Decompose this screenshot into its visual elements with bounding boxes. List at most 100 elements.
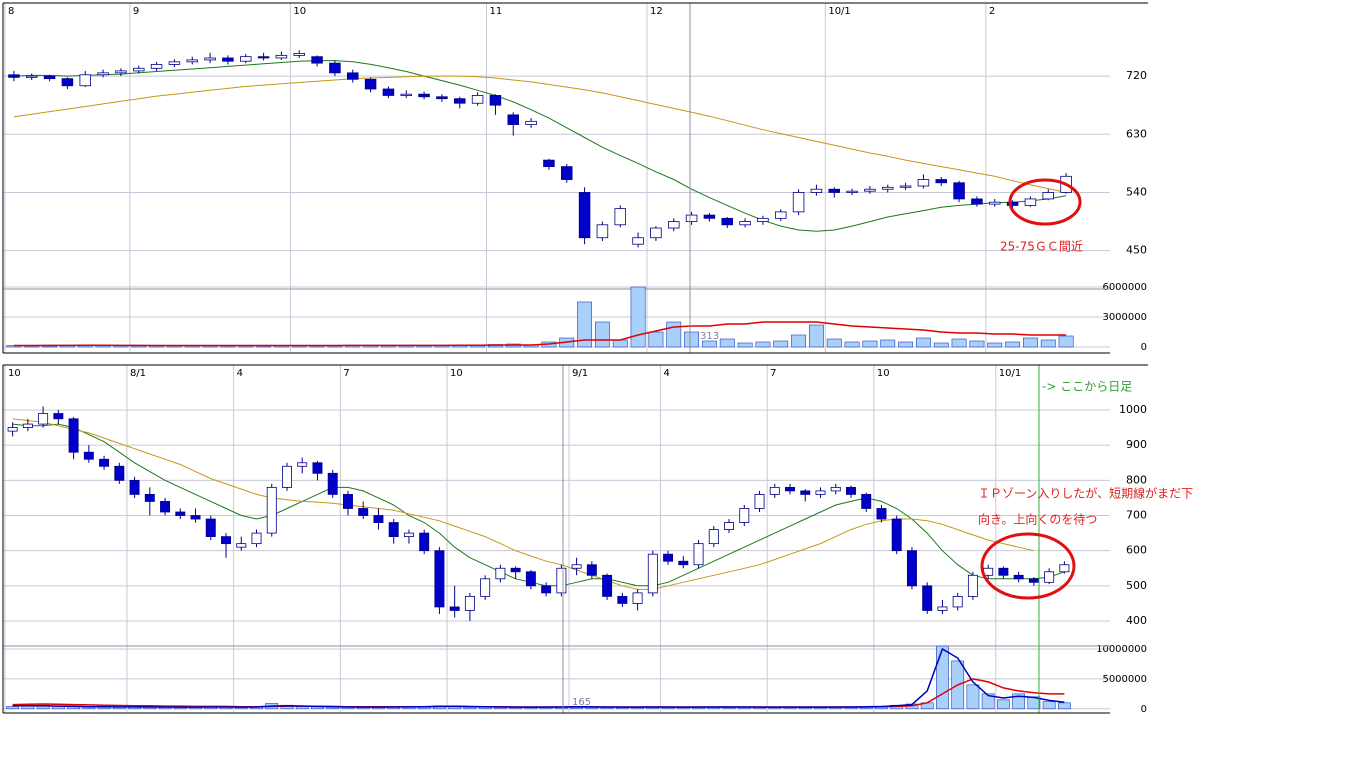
- candle-body: [721, 217, 734, 226]
- volume-bar: [969, 340, 985, 348]
- candle-body: [800, 490, 811, 495]
- annotation: 25-75ＧＣ間近: [1000, 240, 1083, 254]
- candle-body: [346, 72, 359, 80]
- volume-bar: [951, 338, 967, 348]
- candle-body: [617, 595, 628, 604]
- candle-body: [571, 564, 582, 569]
- candle-body: [115, 70, 127, 74]
- x-tick-label: 8/1: [130, 368, 146, 379]
- candle-body: [1044, 571, 1055, 583]
- candle-body: [61, 78, 74, 87]
- candle-body: [364, 78, 377, 90]
- x-tick-label: 2: [989, 6, 995, 17]
- volume-bar: [987, 342, 1003, 348]
- candle-body: [602, 574, 613, 597]
- candle-body: [358, 508, 369, 516]
- candle-body: [828, 188, 841, 193]
- candle-body: [757, 217, 769, 222]
- x-tick-label: 9/1: [572, 368, 588, 379]
- highlight-ellipse: [1008, 178, 1082, 226]
- candle-body: [846, 190, 858, 193]
- y-tick-label: 5000000: [1102, 674, 1147, 685]
- y-tick-label: 600: [1126, 544, 1147, 557]
- candle-body: [68, 418, 79, 453]
- y-tick-label: 450: [1126, 244, 1147, 257]
- candle-body: [150, 64, 163, 69]
- candle-body: [815, 490, 826, 495]
- candle-body: [754, 494, 765, 509]
- candle-body: [541, 585, 552, 594]
- volume-bar: [6, 706, 20, 710]
- candle-body: [953, 182, 965, 200]
- candle-body: [329, 62, 341, 74]
- candle-body: [312, 462, 323, 474]
- volume-bar: [630, 286, 646, 348]
- candle-body: [434, 550, 445, 608]
- candle-body: [650, 227, 662, 239]
- volume-bar: [648, 331, 664, 348]
- candle-body: [703, 214, 716, 219]
- candle-body: [1024, 198, 1037, 206]
- y-tick-label: 720: [1126, 69, 1147, 82]
- candle-body: [297, 462, 308, 467]
- y-tick-label: 700: [1126, 509, 1147, 522]
- candle-body: [8, 74, 20, 78]
- candle-body: [668, 221, 680, 229]
- candle-body: [239, 56, 252, 62]
- x-tick-label: 10: [877, 368, 890, 379]
- x-tick-label: 12: [650, 6, 663, 17]
- volume-bar: [844, 341, 860, 348]
- candle-body: [79, 74, 92, 87]
- volume-bar: [936, 645, 949, 710]
- candle-body: [311, 56, 323, 64]
- candle-body: [632, 237, 644, 245]
- volume-bar: [791, 334, 807, 348]
- candle-body: [1028, 578, 1039, 583]
- candle-body: [1006, 201, 1019, 206]
- moving-average-line: [12, 423, 1065, 587]
- volume-bar: [755, 341, 771, 348]
- candle-body: [724, 522, 735, 530]
- candle-body: [83, 451, 94, 460]
- candle-body: [810, 188, 823, 193]
- x-tick-label: 7: [770, 368, 776, 379]
- volume-bar: [1042, 701, 1056, 710]
- candle-body: [382, 88, 395, 96]
- candle-body: [632, 592, 643, 604]
- candle-body: [43, 75, 56, 80]
- volume-bar: [862, 340, 878, 348]
- candle-body: [403, 532, 414, 538]
- candle-body: [785, 486, 795, 492]
- candle-body: [282, 465, 292, 488]
- candle-body: [25, 75, 38, 78]
- volume-bar: [719, 338, 735, 348]
- volume-bar: [684, 331, 700, 348]
- candle-body: [864, 188, 876, 192]
- candle-body: [471, 95, 484, 104]
- candle-body: [685, 214, 698, 222]
- candle-body: [419, 532, 430, 552]
- candle-body: [891, 518, 902, 552]
- volume-bar: [997, 699, 1010, 710]
- y-tick-label: 0: [1141, 342, 1147, 353]
- candle-body: [205, 518, 216, 538]
- annotation: 向き。上向くのを待つ: [978, 512, 1097, 527]
- candle-body: [221, 536, 231, 545]
- candle-body: [53, 413, 64, 420]
- volume-bar: [594, 321, 610, 348]
- candle-body: [132, 67, 145, 72]
- candle-body: [556, 567, 567, 594]
- y-tick-label: 3000000: [1102, 312, 1147, 323]
- candle-body: [129, 479, 140, 495]
- annotation: 165: [572, 697, 591, 708]
- candle-body: [436, 96, 448, 100]
- x-tick-label: 9: [133, 6, 139, 17]
- moving-average-line: [13, 60, 1067, 232]
- candle-body: [614, 208, 627, 226]
- candle-body: [935, 179, 948, 184]
- candle-body: [449, 606, 460, 611]
- candle-body: [373, 515, 384, 523]
- volume-bar: [981, 693, 995, 710]
- volume-bar: [1022, 337, 1038, 348]
- x-tick-label: 10: [293, 6, 306, 17]
